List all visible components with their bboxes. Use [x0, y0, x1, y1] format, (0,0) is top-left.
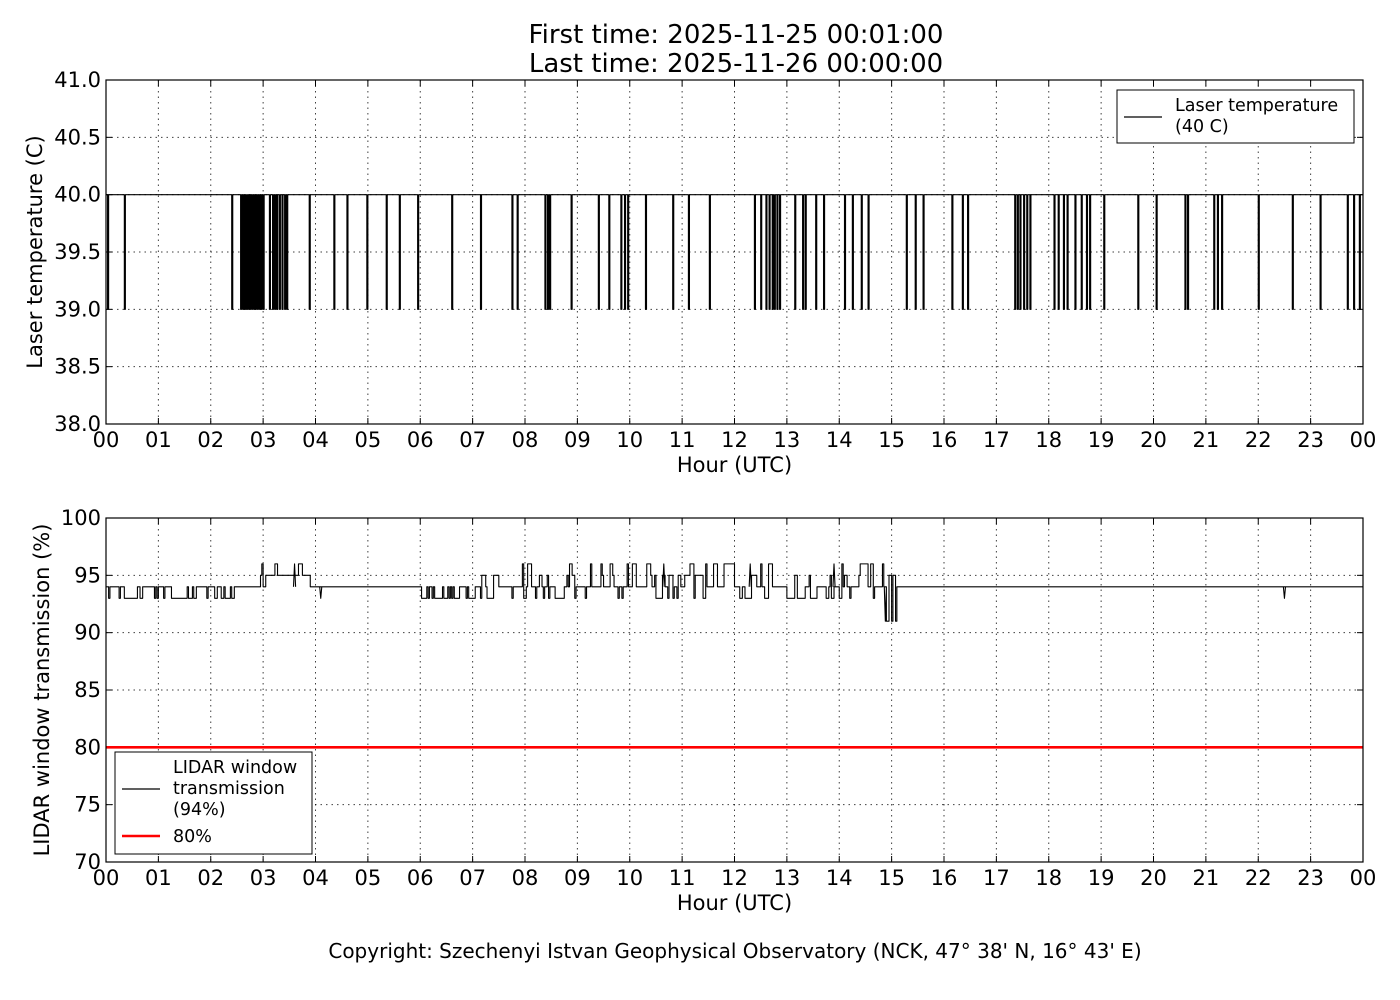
x-tick-label: 05 [355, 866, 382, 890]
y-tick-label: 39.0 [54, 297, 101, 321]
x-tick-label: 19 [1088, 866, 1115, 890]
legend-label-line: (40 C) [1175, 117, 1229, 137]
y-tick-label: 80 [74, 735, 101, 759]
y-tick-label: 40.5 [54, 125, 101, 149]
x-tick-label: 13 [774, 428, 801, 452]
x-tick-label: 13 [774, 866, 801, 890]
x-tick-label: 12 [721, 866, 748, 890]
y-tick-label: 40.0 [54, 183, 101, 207]
x-tick-label: 02 [197, 428, 224, 452]
x-tick-label: 15 [878, 866, 905, 890]
x-tick-label: 09 [564, 866, 591, 890]
y-axis-label: Laser temperature (C) [23, 135, 47, 368]
x-axis-label: Hour (UTC) [677, 453, 792, 477]
y-tick-label: 90 [74, 621, 101, 645]
x-tick-label: 00 [1350, 428, 1377, 452]
x-tick-label: 06 [407, 428, 434, 452]
x-tick-label: 01 [145, 866, 172, 890]
x-tick-label: 19 [1088, 428, 1115, 452]
x-tick-label: 04 [302, 866, 329, 890]
legend-label-lidar-transmission: LIDAR window transmission (94%) [173, 758, 297, 820]
x-tick-label: 01 [145, 428, 172, 452]
legend-label-line: transmission [173, 779, 285, 799]
x-tick-label: 03 [250, 428, 277, 452]
x-tick-label: 08 [512, 428, 539, 452]
x-tick-label: 00 [93, 428, 120, 452]
x-tick-label: 02 [197, 866, 224, 890]
plot-frame [105, 517, 1364, 863]
plot-frame [105, 79, 1364, 425]
x-tick-label: 21 [1193, 428, 1220, 452]
x-tick-label: 20 [1140, 866, 1167, 890]
x-tick-label: 22 [1245, 866, 1272, 890]
x-tick-label: 16 [931, 428, 958, 452]
legend-label-line: Laser temperature [1175, 96, 1338, 116]
x-tick-label: 06 [407, 866, 434, 890]
y-tick-label: 100 [61, 506, 101, 530]
x-axis-label: Hour (UTC) [677, 891, 792, 915]
x-tick-label: 14 [826, 866, 853, 890]
legend-label-threshold: 80% [173, 827, 212, 847]
x-tick-label: 16 [931, 866, 958, 890]
x-tick-label: 18 [1035, 866, 1062, 890]
y-axis-label: LIDAR window transmission (%) [30, 524, 54, 857]
y-tick-label: 95 [74, 563, 101, 587]
laser-temperature-line [106, 194, 1363, 310]
copyright-text: Copyright: Szechenyi Istvan Geophysical … [328, 939, 1141, 963]
x-tick-label: 04 [302, 428, 329, 452]
x-tick-label: 07 [459, 428, 486, 452]
x-tick-label: 18 [1035, 428, 1062, 452]
x-tick-label: 23 [1297, 866, 1324, 890]
y-tick-label: 70 [74, 850, 101, 874]
x-tick-label: 17 [983, 866, 1010, 890]
legend-label-line: 80% [173, 827, 212, 847]
x-tick-label: 21 [1193, 866, 1220, 890]
legend-label-line: LIDAR window [173, 758, 297, 778]
x-tick-label: 00 [93, 866, 120, 890]
x-tick-label: 14 [826, 428, 853, 452]
title-line-2: Last time: 2025-11-26 00:00:00 [529, 49, 943, 79]
title-line-1: First time: 2025-11-25 00:01:00 [529, 20, 944, 50]
y-tick-label: 38.0 [54, 412, 101, 436]
x-tick-label: 00 [1350, 866, 1377, 890]
x-tick-label: 10 [616, 428, 643, 452]
x-tick-label: 10 [616, 866, 643, 890]
x-tick-label: 17 [983, 428, 1010, 452]
x-tick-label: 22 [1245, 428, 1272, 452]
x-tick-label: 03 [250, 866, 277, 890]
x-tick-label: 05 [355, 428, 382, 452]
x-tick-label: 07 [459, 866, 486, 890]
y-tick-label: 85 [74, 678, 101, 702]
x-tick-label: 09 [564, 428, 591, 452]
x-tick-label: 23 [1297, 428, 1324, 452]
x-tick-label: 20 [1140, 428, 1167, 452]
lidar-transmission-chart: 00 01 02 03 04 05 06 07 08 09 10 11 12 13 14 15 16 17 18 19… [30, 506, 1376, 915]
legend-label-laser-temperature: Laser temperature (40 C) [1175, 96, 1338, 137]
x-tick-label: 11 [669, 866, 696, 890]
lidar-transmission-line [106, 563, 1363, 622]
x-tick-label: 12 [721, 428, 748, 452]
laser-temperature-chart: 00 01 02 03 04 05 06 07 08 09 10 11 12 13 14 15 16 17 18 19… [23, 68, 1376, 477]
y-tick-label: 75 [74, 793, 101, 817]
legend-label-line: (94%) [173, 800, 226, 820]
x-tick-label: 08 [512, 866, 539, 890]
y-tick-label: 39.5 [54, 240, 101, 264]
x-tick-label: 11 [669, 428, 696, 452]
y-tick-label: 38.5 [54, 355, 101, 379]
x-tick-label: 15 [878, 428, 905, 452]
y-tick-label: 41.0 [54, 68, 101, 92]
